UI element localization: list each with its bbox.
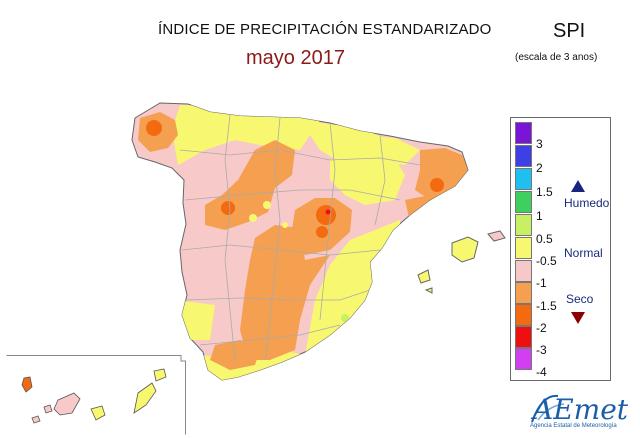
legend-swatch [515,168,532,190]
dry-spot-madrid [316,205,336,225]
wet-spot-mancha [282,222,288,228]
legend-tick-1-5: 1.5 [536,185,553,199]
category-dry: Seco [566,292,594,306]
legend-tick-3: 3 [536,137,543,151]
dry-arrow-icon [571,312,585,324]
yellow-region-southwest [175,300,215,340]
legend-tick-minus-1: -1 [536,276,547,290]
yellow-region-north [172,105,320,165]
wet-spot-centre-2 [263,201,271,209]
aemet-logo-icon [531,394,565,423]
legend-tick-minus-4: -4 [536,365,547,379]
gran-canaria [90,405,106,421]
legend-tick-minus-0-5: -0.5 [536,254,557,268]
la-gomera [43,404,53,414]
legend-tick-minus-1-5: -1.5 [536,299,557,313]
wet-arrow-icon [571,180,585,192]
menorca [487,230,506,242]
legend: 3 2 1.5 1 0.5 -0.5 -1 -1.5 -2 -3 -4 Hume… [510,117,611,381]
yellow-region-ebro [330,150,405,205]
tenerife [53,392,81,416]
index-name: SPI [553,20,586,42]
category-wet: Humedo [564,196,610,210]
category-normal: Normal [564,246,603,260]
legend-swatch [515,260,532,282]
canary-islands-inset [6,355,186,435]
dry-spot-catalonia [430,178,444,192]
mallorca [451,236,479,263]
legend-tick-1: 1 [536,209,543,223]
el-hierro [31,415,41,424]
yellow-region-levante [305,220,400,355]
map-title: ÍNDICE DE PRECIPITACIÓN ESTANDARIZADO [158,21,492,38]
scale-note: (escala de 3 anos) [515,52,598,63]
legend-tick-0-5: 0.5 [536,232,553,246]
aemet-logo-subtitle: Agencia Estatal de Meteorología [530,423,617,429]
yellow-region-navarra [355,135,420,165]
legend-swatch [515,214,532,236]
legend-swatch [515,191,532,213]
wet-spot-levante [341,314,349,322]
legend-tick-2: 2 [536,161,543,175]
ibiza [417,269,431,284]
legend-swatch [515,304,532,326]
legend-swatch [515,282,532,304]
legend-swatch [515,145,532,167]
legend-swatch [515,122,532,144]
legend-swatch [515,348,532,370]
legend-swatch [515,326,532,348]
wet-spot-centre [249,214,257,222]
la-palma [21,376,33,393]
orange-region-mancha [240,225,330,360]
dry-spot-galicia [146,120,162,136]
dry-spot-toledo [316,226,328,238]
legend-swatch [515,237,532,259]
aemet-logo: AEmet [533,393,629,426]
orange-region-catalonia [415,148,468,200]
legend-tick-minus-3: -3 [536,343,547,357]
fuerteventura [133,382,157,414]
extreme-dry-spot [325,209,331,215]
formentera [424,287,433,294]
dry-spot-duero [221,201,235,215]
orange-region-andalucia [210,340,260,370]
legend-tick-minus-2: -2 [536,321,547,335]
map-subtitle: mayo 2017 [246,47,345,69]
lanzarote [153,368,167,382]
